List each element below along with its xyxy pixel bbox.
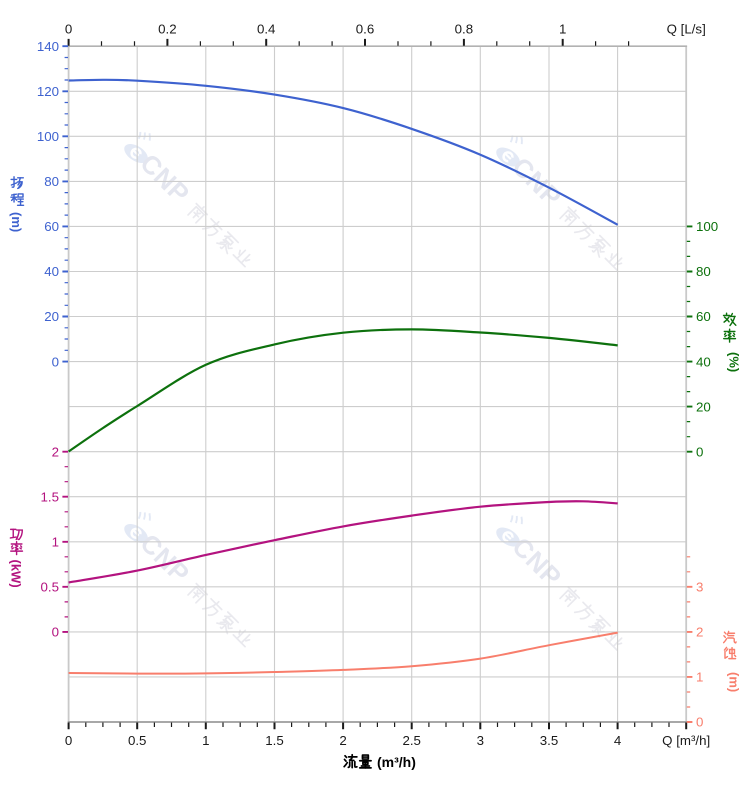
svg-text:0: 0	[696, 444, 703, 459]
svg-text:2: 2	[339, 733, 346, 748]
svg-text:Q [L/s]: Q [L/s]	[667, 22, 706, 37]
svg-text:60: 60	[696, 309, 711, 324]
svg-text:1: 1	[202, 733, 209, 748]
svg-text:40: 40	[696, 354, 711, 369]
svg-text:0.6: 0.6	[356, 22, 375, 37]
svg-text:80: 80	[44, 174, 59, 189]
svg-text:2: 2	[52, 444, 59, 459]
svg-text:4: 4	[614, 733, 621, 748]
svg-text:20: 20	[44, 309, 59, 324]
svg-text:(m): (m)	[9, 212, 24, 232]
svg-text:100: 100	[37, 129, 59, 144]
svg-text:0: 0	[65, 733, 72, 748]
svg-text:140: 140	[37, 39, 59, 54]
svg-text:Q [m³/h]: Q [m³/h]	[662, 733, 710, 748]
svg-text:1: 1	[696, 670, 703, 685]
svg-text:20: 20	[696, 399, 711, 414]
svg-text:3.5: 3.5	[540, 733, 559, 748]
svg-text:0: 0	[65, 22, 72, 37]
svg-text:0.5: 0.5	[128, 733, 147, 748]
svg-text:(m³/h): (m³/h)	[377, 754, 416, 770]
svg-text:0: 0	[52, 625, 59, 640]
svg-text:1.5: 1.5	[41, 489, 60, 504]
svg-text:(kW): (kW)	[9, 560, 24, 588]
svg-text:3: 3	[477, 733, 484, 748]
svg-text:(%): (%)	[727, 352, 742, 372]
svg-text:1: 1	[559, 22, 566, 37]
svg-text:(m): (m)	[727, 672, 742, 692]
svg-text:40: 40	[44, 264, 59, 279]
svg-text:0.5: 0.5	[41, 580, 60, 595]
svg-text:0.8: 0.8	[455, 22, 474, 37]
svg-text:2.5: 2.5	[402, 733, 421, 748]
svg-text:0: 0	[696, 715, 703, 730]
svg-text:120: 120	[37, 84, 59, 99]
svg-text:0.4: 0.4	[257, 22, 276, 37]
svg-text:100: 100	[696, 219, 718, 234]
svg-text:0.2: 0.2	[158, 22, 177, 37]
svg-text:80: 80	[696, 264, 711, 279]
svg-text:0: 0	[52, 354, 59, 369]
svg-text:3: 3	[696, 580, 703, 595]
svg-text:2: 2	[696, 625, 703, 640]
svg-text:60: 60	[44, 219, 59, 234]
svg-text:1: 1	[52, 535, 59, 550]
svg-text:1.5: 1.5	[265, 733, 284, 748]
